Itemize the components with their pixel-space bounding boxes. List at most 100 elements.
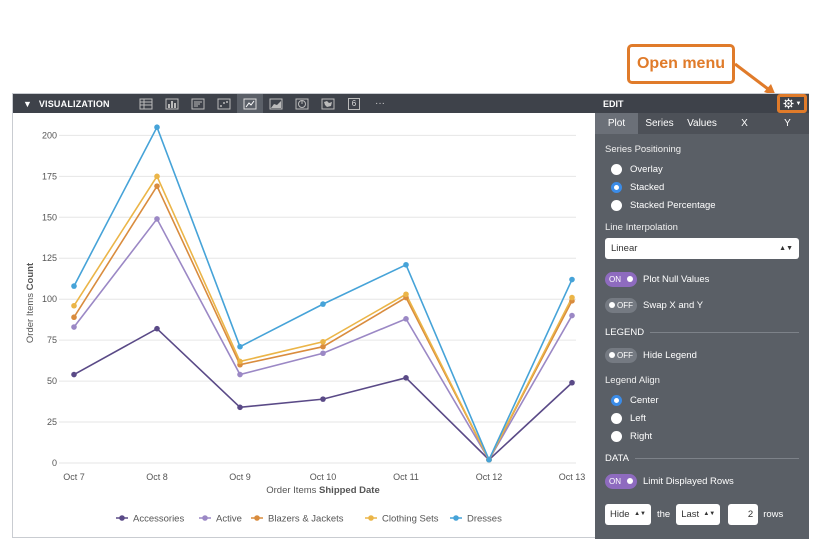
series-points	[71, 124, 575, 463]
toggle-knob	[627, 276, 633, 282]
swap-xy-label: Swap X and Y	[643, 299, 704, 311]
x-tick-label: Oct 7	[63, 472, 85, 482]
area-chart-icon[interactable]	[263, 94, 289, 113]
swap-xy-toggle[interactable]: OFF	[605, 297, 637, 313]
series-line-2	[73, 184, 573, 462]
line-chart-icon[interactable]	[237, 94, 263, 113]
radio-center[interactable]: Center	[605, 391, 799, 409]
rows-mode-value: Hide	[610, 508, 630, 520]
legend-label: Clothing Sets	[382, 514, 439, 525]
y-tick-label: 200	[42, 130, 57, 140]
more-icon[interactable]: ···	[367, 94, 393, 113]
data-point	[237, 371, 243, 378]
tab-y[interactable]: Y	[784, 118, 791, 129]
edit-title: EDIT	[603, 98, 624, 109]
tab-plot[interactable]: Plot	[595, 113, 638, 134]
data-point	[154, 325, 160, 332]
y-axis-label: Order Items Count	[25, 262, 36, 343]
data-point	[154, 173, 160, 180]
x-tick-label: Oct 11	[393, 472, 419, 482]
pie-chart-icon[interactable]	[289, 94, 315, 113]
data-point	[320, 350, 326, 357]
toggle-knob	[609, 352, 615, 358]
radio-circle-selected	[611, 394, 622, 406]
legend-swatch-dot	[119, 515, 125, 521]
data-point	[237, 358, 243, 365]
y-tick-label: 100	[42, 294, 57, 304]
divider	[650, 331, 799, 333]
series-line-3	[73, 174, 573, 462]
radio-right-label: Right	[630, 430, 653, 442]
chart-grid	[59, 134, 576, 464]
bar-chart-icon[interactable]	[159, 94, 185, 113]
tab-x[interactable]: X	[741, 118, 748, 129]
gear-menu-button[interactable]: ▼	[777, 94, 807, 113]
hide-legend-toggle[interactable]: OFF	[605, 347, 637, 363]
y-tick-label: 25	[47, 417, 57, 427]
rows-count-value: 2	[747, 508, 754, 520]
y-tick-label: 75	[47, 335, 57, 345]
rows-unit-label: rows	[763, 508, 784, 520]
rows-limit-controls: Hide ▲▼ the Last ▲▼ 2 rows	[605, 503, 799, 525]
plot-null-values-row: ON Plot Null Values	[605, 269, 799, 289]
radio-stacked-percentage-label: Stacked Percentage	[630, 199, 716, 211]
legend-label: Accessories	[133, 514, 184, 525]
data-point	[403, 261, 409, 268]
gear-icon	[782, 98, 794, 109]
toggle-state: ON	[609, 274, 621, 284]
data-section-label: DATA	[605, 452, 629, 464]
radio-stacked-percentage[interactable]: Stacked Percentage	[605, 196, 799, 214]
line-interpolation-select[interactable]: Linear ▲▼	[605, 238, 799, 259]
y-tick-labels: 0 25 50 75 100 125 150 175 200	[42, 130, 57, 468]
legend-label: Blazers & Jackets	[268, 514, 344, 525]
toggle-knob	[609, 302, 615, 308]
radio-circle-selected	[611, 181, 622, 193]
rows-which-select[interactable]: Last ▲▼	[676, 503, 721, 525]
y-tick-label: 50	[47, 376, 57, 386]
visualization-toggle[interactable]: ▼ VISUALIZATION	[23, 99, 133, 109]
series-positioning-label: Series Positioning	[605, 144, 682, 155]
single-value-icon[interactable]: 6	[341, 94, 367, 113]
y-tick-label: 0	[52, 458, 57, 468]
radio-left[interactable]: Left	[605, 409, 799, 427]
tab-values[interactable]: Values	[687, 118, 717, 129]
open-menu-label: Open menu	[636, 55, 725, 72]
series-lines	[73, 125, 573, 462]
radio-circle	[611, 430, 622, 442]
series-line-4	[73, 125, 573, 462]
radio-overlay[interactable]: Overlay	[605, 160, 799, 178]
tab-series[interactable]: Series	[645, 118, 674, 129]
scatter-icon[interactable]	[211, 94, 237, 113]
radio-stacked[interactable]: Stacked	[605, 178, 799, 196]
line-interpolation-label: Line Interpolation	[605, 222, 678, 233]
map-icon[interactable]	[315, 94, 341, 113]
data-point	[71, 324, 77, 330]
edit-header: EDIT ▼	[595, 94, 809, 113]
select-arrows-icon: ▲▼	[703, 511, 716, 517]
select-arrows-icon: ▲▼	[779, 245, 793, 252]
data-point	[569, 312, 575, 319]
rows-mode-select[interactable]: Hide ▲▼	[605, 503, 651, 525]
swap-xy-row: OFF Swap X and Y	[605, 295, 799, 315]
radio-right[interactable]: Right	[605, 427, 799, 445]
x-tick-label: Oct 8	[146, 472, 168, 482]
plot-null-values-toggle[interactable]: ON	[605, 271, 637, 287]
explore-frame: ▼ VISUALIZATION 6 ···	[12, 93, 809, 539]
data-point	[569, 294, 575, 301]
y-tick-label: 150	[42, 212, 57, 222]
legend-label: Active	[216, 514, 242, 525]
x-tick-label: Oct 9	[229, 472, 251, 482]
list-icon[interactable]	[185, 94, 211, 113]
rows-count-input[interactable]: 2	[728, 503, 759, 525]
data-point	[154, 216, 160, 222]
collapse-triangle-icon: ▼	[23, 98, 33, 109]
legend-section-label: LEGEND	[605, 326, 645, 338]
chevron-down-icon: ▼	[795, 100, 802, 107]
limit-rows-toggle[interactable]: ON	[605, 473, 637, 489]
radio-circle	[611, 199, 622, 211]
table-icon[interactable]	[133, 94, 159, 113]
data-point	[403, 291, 409, 298]
toggle-state: OFF	[617, 350, 633, 360]
toggle-state: ON	[609, 476, 621, 486]
